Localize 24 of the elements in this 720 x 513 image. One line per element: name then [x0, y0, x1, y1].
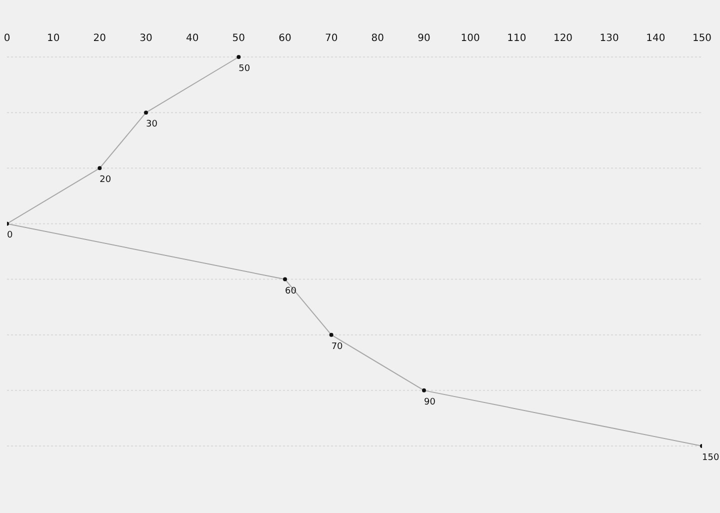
x-tick-label: 100: [460, 33, 480, 44]
data-label: 90: [424, 397, 436, 408]
data-label: 150: [702, 453, 720, 463]
x-tick-label: 120: [553, 33, 573, 44]
x-tick-label: 40: [186, 33, 199, 44]
data-label: 20: [100, 175, 112, 186]
x-tick-label: 60: [278, 33, 292, 44]
x-tick-label: 110: [507, 33, 526, 44]
x-tick-label: 90: [418, 33, 430, 44]
x-tick-label: 130: [600, 33, 619, 44]
data-label: 30: [146, 120, 158, 130]
x-tick-label: 0: [4, 33, 10, 44]
data-label: 50: [238, 64, 250, 74]
x-tick-label: 50: [232, 33, 246, 44]
x-tick-label: 140: [646, 33, 666, 44]
x-tick-label: 80: [371, 33, 384, 44]
data-label: 70: [331, 342, 344, 352]
x-tick-label: 20: [93, 33, 106, 44]
x-tick-label: 150: [692, 33, 712, 44]
data-label: 0: [7, 230, 13, 241]
x-tick-label: 70: [324, 33, 338, 44]
x-tick-label: 30: [140, 33, 152, 44]
x-tick-label: 10: [46, 33, 60, 44]
data-label: 60: [285, 286, 297, 296]
